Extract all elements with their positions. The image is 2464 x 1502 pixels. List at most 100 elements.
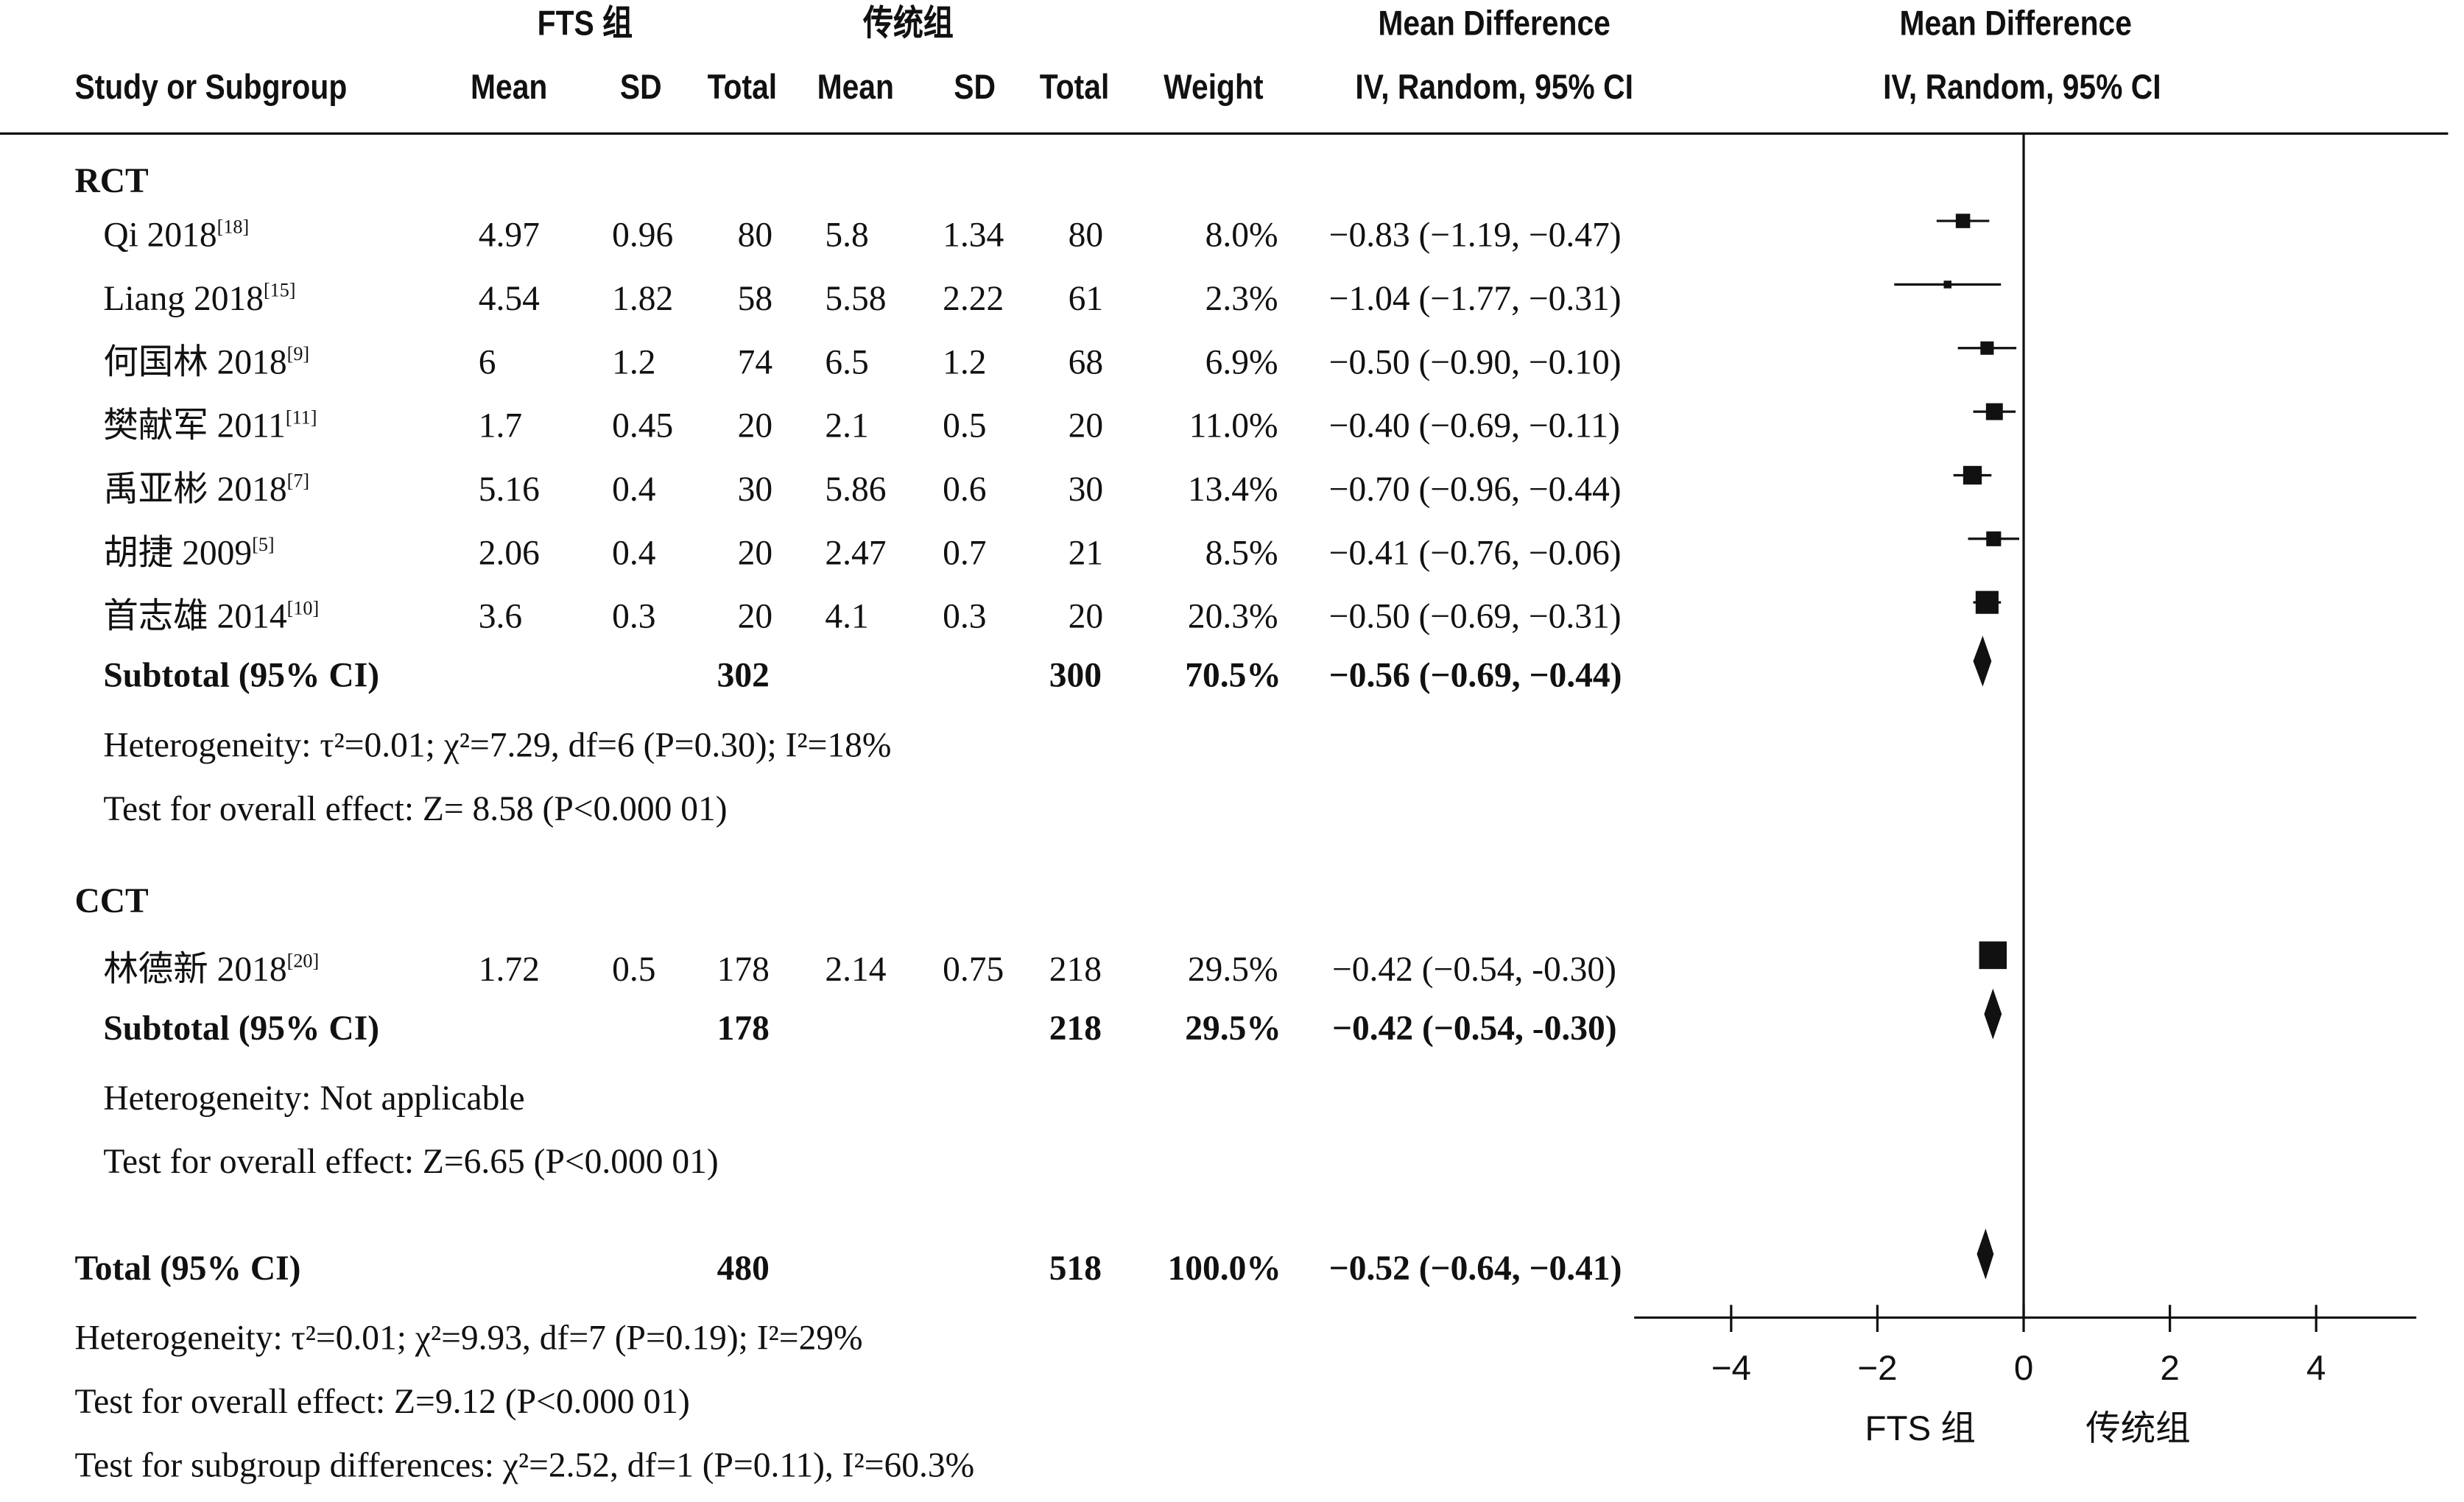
total1-col-header: Total <box>707 66 778 107</box>
fts-total: 20 <box>737 532 773 573</box>
subgroup-label-rct: RCT <box>74 161 149 200</box>
subtotal-label: Subtotal (95% CI) <box>103 1007 380 1048</box>
trad-total: 61 <box>1068 278 1104 318</box>
fts-mean: 1.72 <box>478 948 540 989</box>
fts-mean: 6 <box>478 342 496 382</box>
study-weight: 8.0% <box>1205 214 1278 255</box>
trad-mean: 6.5 <box>825 342 869 382</box>
x-tick-label: −2 <box>1857 1349 1897 1388</box>
study-md-ci: −0.70 (−0.96, −0.44) <box>1328 468 1622 509</box>
trad-mean: 5.8 <box>825 214 869 255</box>
effect-square <box>1955 214 1971 228</box>
fts-sd: 0.3 <box>612 596 656 636</box>
md-header-title: Mean Difference <box>1378 3 1611 43</box>
favours-fts-label: FTS 组 <box>1865 1409 1976 1448</box>
study-markers <box>1894 214 2020 1280</box>
favours-traditional-label: 传统组 <box>2085 1409 2190 1448</box>
study-md-ci: −0.83 (−1.19, −0.47) <box>1328 214 1622 255</box>
pooled-diamond <box>1977 1228 1994 1280</box>
heterogeneity-rct: Heterogeneity: τ²=0.01; χ²=7.29, df=6 (P… <box>103 724 892 765</box>
trad-mean: 2.1 <box>825 405 869 445</box>
trad-total: 20 <box>1068 596 1104 636</box>
study-ref: [9] <box>286 342 310 365</box>
subtotal-md-ci: −0.42 (−0.54, -0.30) <box>1331 1007 1617 1048</box>
fts-mean: 2.06 <box>478 532 540 573</box>
effect-square <box>1975 590 1999 614</box>
fts-total: 178 <box>717 948 770 989</box>
plot-header-title: Mean Difference <box>1899 3 2132 43</box>
subtotal-md-ci: −0.56 (−0.69, −0.44) <box>1328 655 1622 695</box>
fts-sd: 0.4 <box>612 468 656 509</box>
trad-total: 218 <box>1049 948 1102 989</box>
trad-total: 80 <box>1068 214 1104 255</box>
study-weight: 2.3% <box>1205 278 1278 318</box>
subtotal-trad-total: 218 <box>1049 1007 1102 1048</box>
x-tick-label: 4 <box>2306 1349 2326 1388</box>
total2-col-header: Total <box>1039 66 1110 107</box>
effect-square <box>1943 281 1951 289</box>
trad-sd: 1.2 <box>943 342 987 382</box>
study-name: 樊献军 2011[11] <box>103 405 317 445</box>
md-col-header: IV, Random, 95% CI <box>1355 66 1633 107</box>
trad-sd: 1.34 <box>943 214 1004 255</box>
plot-col-header: IV, Random, 95% CI <box>1883 66 2161 107</box>
trad-total: 21 <box>1068 532 1104 573</box>
x-axis-ticks: −4 −2 0 2 4 <box>1711 1305 2326 1388</box>
study-ref: [5] <box>252 533 275 556</box>
study-name: 首志雄 2014[10] <box>103 596 320 636</box>
study-name: Liang 2018[15] <box>103 278 296 318</box>
fts-mean: 4.97 <box>478 214 540 255</box>
trad-mean: 2.14 <box>825 948 887 989</box>
fts-mean: 5.16 <box>478 468 540 509</box>
trad-total: 30 <box>1068 468 1104 509</box>
pooled-diamond <box>1984 988 2002 1040</box>
total-weight: 100.0% <box>1167 1247 1281 1288</box>
heterogeneity-cct: Heterogeneity: Not applicable <box>103 1077 525 1118</box>
subtotal-weight: 70.5% <box>1185 655 1281 695</box>
effect-square <box>1985 403 2003 420</box>
study-name: Qi 2018[18] <box>103 214 250 255</box>
study-ref: [18] <box>217 215 250 238</box>
fts-mean: 4.54 <box>478 278 540 318</box>
fts-total: 80 <box>737 214 773 255</box>
study-weight: 8.5% <box>1205 532 1278 573</box>
fts-total: 74 <box>737 342 773 382</box>
subtotal-weight: 29.5% <box>1185 1007 1281 1048</box>
subtotal-label: Subtotal (95% CI) <box>103 655 380 695</box>
effect-square <box>1986 531 2002 546</box>
effect-square <box>1980 341 1994 355</box>
effect-square <box>1963 465 1982 485</box>
study-weight: 20.3% <box>1187 596 1278 636</box>
overall-effect-cct: Test for overall effect: Z=6.65 (P<0.000… <box>103 1140 719 1181</box>
fts-sd: 0.5 <box>612 948 656 989</box>
fts-total: 30 <box>737 468 773 509</box>
fts-sd: 0.4 <box>612 532 656 573</box>
study-ref: [7] <box>286 469 310 493</box>
mean2-col-header: Mean <box>817 66 894 107</box>
study-md-ci: −0.50 (−0.90, −0.10) <box>1328 342 1622 382</box>
fts-sd: 0.45 <box>612 405 674 445</box>
trad-mean: 5.58 <box>825 278 887 318</box>
trad-sd: 2.22 <box>943 278 1004 318</box>
study-weight: 29.5% <box>1187 948 1278 989</box>
study-weight: 11.0% <box>1189 405 1278 445</box>
mean1-col-header: Mean <box>470 66 548 107</box>
trad-mean: 2.47 <box>825 532 887 573</box>
study-md-ci: −0.40 (−0.69, −0.11) <box>1328 405 1620 445</box>
study-name: 林德新 2018[20] <box>103 948 320 989</box>
trad-sd: 0.3 <box>943 596 987 636</box>
study-weight: 6.9% <box>1205 342 1278 382</box>
fts-total: 58 <box>737 278 773 318</box>
footer-overall-effect: Test for overall effect: Z=9.12 (P<0.000… <box>74 1381 690 1421</box>
group2-header: 传统组 <box>863 3 954 43</box>
study-ref: [20] <box>286 949 320 973</box>
footer-subgroup-differences: Test for subgroup differences: χ²=2.52, … <box>74 1445 975 1485</box>
study-col-header: Study or Subgroup <box>74 66 348 107</box>
fts-sd: 0.96 <box>612 214 674 255</box>
trad-sd: 0.75 <box>943 948 1004 989</box>
overall-effect-rct: Test for overall effect: Z= 8.58 (P<0.00… <box>103 788 728 828</box>
trad-mean: 5.86 <box>825 468 887 509</box>
x-tick-label: 2 <box>2160 1349 2179 1388</box>
trad-total: 20 <box>1068 405 1104 445</box>
study-ref: [11] <box>285 406 317 429</box>
